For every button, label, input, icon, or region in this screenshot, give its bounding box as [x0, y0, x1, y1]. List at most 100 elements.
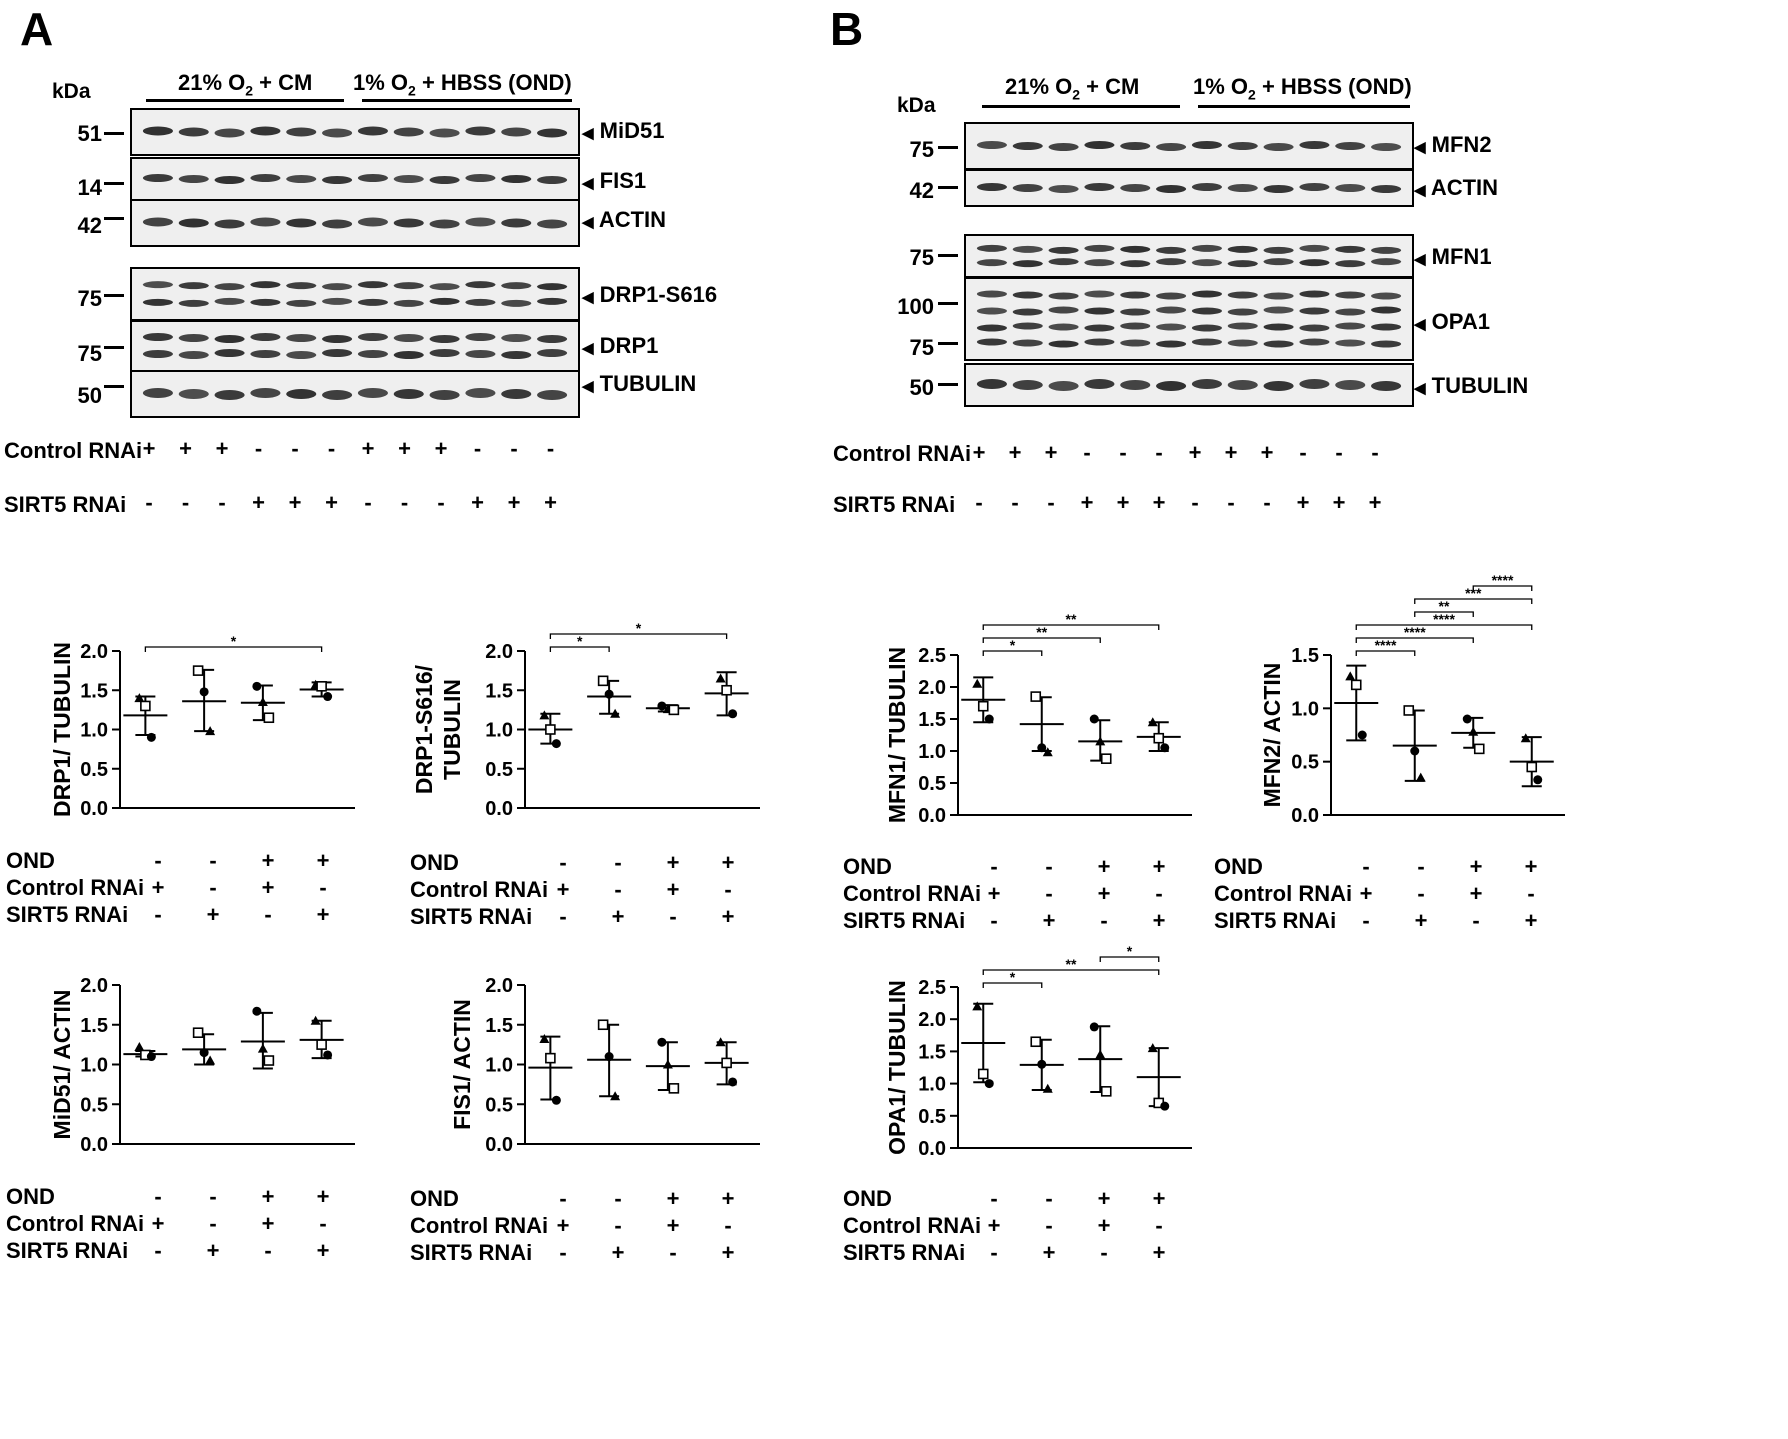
significance-label: * — [1127, 943, 1133, 959]
band-label: ◀ ACTIN — [582, 207, 667, 232]
condition-sign: - — [559, 904, 567, 929]
blot-band — [142, 350, 173, 358]
kda-label: kDa — [897, 94, 936, 117]
blot-band — [1120, 245, 1151, 253]
marker-tick — [938, 186, 958, 189]
header-line-ond — [1198, 105, 1410, 108]
blot-band — [1120, 142, 1151, 150]
data-point — [146, 732, 156, 742]
data-point — [1089, 714, 1099, 724]
y-axis-label: TUBULIN — [439, 679, 465, 780]
blot-band — [1335, 142, 1366, 150]
blot-band — [393, 218, 424, 228]
y-tick-label: 2.5 — [918, 977, 946, 999]
condition-sign: + — [987, 881, 1001, 906]
blot-band — [393, 127, 424, 137]
significance-label: *** — [1465, 585, 1482, 601]
condition-sign: - — [209, 1184, 217, 1209]
condition-row-label: OND — [6, 848, 55, 873]
blot-strip-drp1-s616 — [130, 267, 580, 321]
blot-band — [1227, 322, 1258, 330]
significance-bracket — [982, 624, 1160, 630]
y-tick-label: 0.5 — [918, 773, 946, 795]
blot-band — [1084, 141, 1115, 149]
condition-sign: - — [614, 1213, 622, 1238]
data-point — [728, 709, 738, 719]
treatment-sign: - — [510, 436, 518, 461]
condition-sign: + — [1524, 854, 1538, 879]
blot-band — [1191, 244, 1222, 252]
y-tick-label: 1.0 — [918, 1074, 946, 1096]
y-tick-label: 1.5 — [485, 680, 513, 702]
condition-sign: + — [1042, 1240, 1056, 1265]
y-axis-label: MFN1/ TUBULIN — [884, 647, 910, 823]
treatment-sign: - — [181, 490, 190, 515]
blot-band — [501, 351, 532, 359]
treatment-sign: - — [1335, 440, 1343, 465]
y-tick-label: 2.0 — [918, 1009, 946, 1031]
blot-band — [1012, 142, 1043, 150]
significance-bracket — [1355, 624, 1533, 630]
condition-sign: - — [154, 1238, 162, 1263]
blot-band — [286, 334, 317, 342]
condition-sign: - — [1100, 1240, 1108, 1265]
treatment-sign: + — [1260, 440, 1274, 465]
blot-band — [1012, 260, 1043, 268]
blot-band — [1156, 246, 1187, 254]
blot-band — [393, 282, 424, 290]
condition-sign: + — [1152, 1186, 1166, 1211]
condition-sign: - — [264, 902, 272, 927]
data-point — [1160, 1101, 1170, 1111]
treatment-sign: - — [327, 436, 336, 461]
header-ond: 1% O2 + HBSS (OND) — [353, 70, 572, 99]
treatment-sign: - — [975, 490, 983, 515]
significance-label: ** — [1066, 611, 1077, 627]
data-point — [597, 1019, 609, 1031]
condition-row-label: OND — [6, 1184, 55, 1209]
condition-sign: - — [724, 877, 732, 902]
blot-band — [501, 389, 532, 399]
data-point — [545, 724, 556, 735]
y-tick-label: 0.0 — [80, 798, 108, 820]
blot-band — [1371, 292, 1402, 300]
header-normoxia: 21% O2 + CM — [178, 70, 313, 99]
blot-band — [1263, 381, 1294, 391]
blot-band — [393, 389, 424, 399]
blot-band — [1120, 339, 1151, 347]
blot-band — [429, 219, 460, 229]
data-point — [134, 693, 145, 703]
marker-tick — [938, 342, 958, 345]
blot-band — [250, 174, 281, 182]
blot-band — [214, 283, 245, 291]
blot-band — [214, 349, 245, 357]
blot-band — [1299, 307, 1330, 315]
data-point — [604, 689, 614, 699]
band-label: ◀ DRP1-S616 — [582, 282, 718, 307]
condition-sign: - — [1362, 908, 1370, 933]
treatment-sign: + — [434, 436, 448, 461]
y-tick-label: 1.0 — [80, 720, 108, 742]
condition-row-label: Control RNAi — [843, 1213, 982, 1238]
y-tick-label: 0.5 — [1291, 752, 1319, 774]
condition-sign: - — [559, 1186, 567, 1211]
treatment-sign: + — [288, 490, 302, 515]
y-tick-label: 0.5 — [485, 1094, 513, 1116]
condition-sign: + — [261, 875, 275, 900]
condition-row-label: SIRT5 RNAi — [6, 1238, 129, 1263]
blot-band — [1156, 185, 1187, 193]
condition-row-label: Control RNAi — [6, 875, 145, 900]
blot-band — [465, 174, 496, 182]
blot-band — [393, 334, 424, 342]
blot-band — [393, 175, 424, 183]
y-tick-label: 0.5 — [918, 1106, 946, 1128]
y-tick-label: 1.0 — [918, 741, 946, 763]
blot-band — [1263, 258, 1294, 266]
blot-band — [1084, 324, 1115, 332]
y-tick-label: 2.0 — [918, 677, 946, 699]
blot-band — [537, 176, 568, 184]
blot-band — [214, 176, 245, 184]
condition-row-label: SIRT5 RNAi — [6, 902, 129, 927]
condition-sign: - — [614, 850, 622, 875]
blot-band — [1335, 291, 1366, 299]
panel-label-a: A — [20, 3, 54, 55]
